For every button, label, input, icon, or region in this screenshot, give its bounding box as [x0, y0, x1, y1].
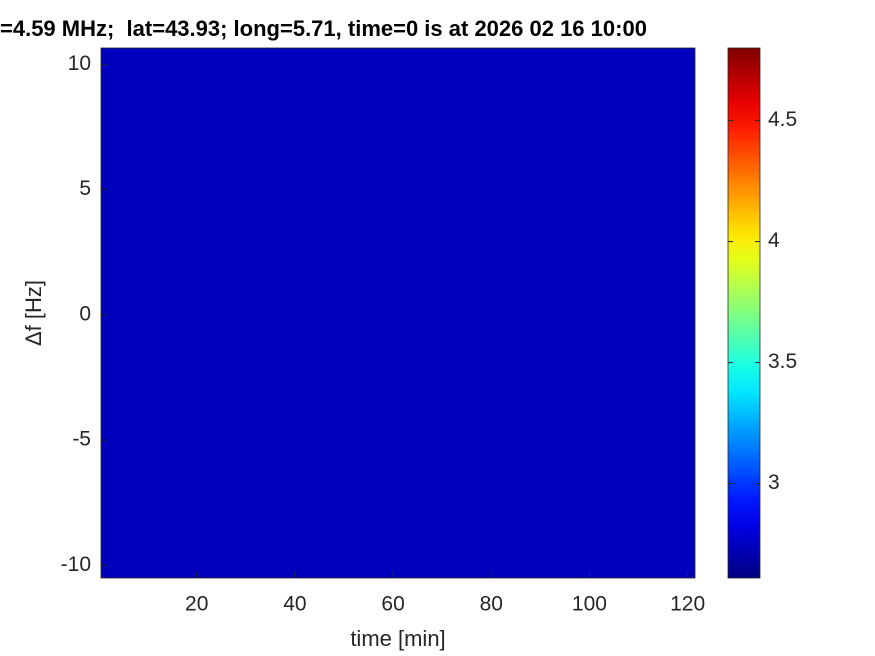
- colorbar: [727, 47, 761, 579]
- plot-frame: [100, 47, 696, 579]
- chart-title: =4.59 MHz; lat=43.93; long=5.71, time=0 …: [0, 16, 647, 41]
- y-tick-label: 5: [79, 177, 91, 200]
- y-tick-label: 0: [79, 302, 91, 325]
- heatmap-background: [101, 48, 695, 578]
- x-tick-label: 120: [670, 593, 705, 616]
- x-tick-label: 100: [572, 593, 607, 616]
- y-tick-label: -5: [72, 428, 91, 451]
- x-tick-label: 60: [381, 593, 404, 616]
- colorbar-tick-label: 4: [768, 229, 780, 252]
- x-tick-label: 40: [283, 593, 306, 616]
- y-axis-label: Δf [Hz]: [21, 280, 46, 346]
- y-tick-label: -10: [61, 553, 91, 576]
- x-axis-label: time [min]: [350, 626, 445, 651]
- colorbar-tick-label: 3.5: [768, 350, 797, 373]
- y-tick-label: 10: [68, 52, 91, 75]
- colorbar-tick-label: 4.5: [768, 108, 797, 131]
- colorbar-tick-label: 3: [768, 471, 780, 494]
- x-tick-label: 80: [480, 593, 503, 616]
- x-tick-label: 20: [185, 593, 208, 616]
